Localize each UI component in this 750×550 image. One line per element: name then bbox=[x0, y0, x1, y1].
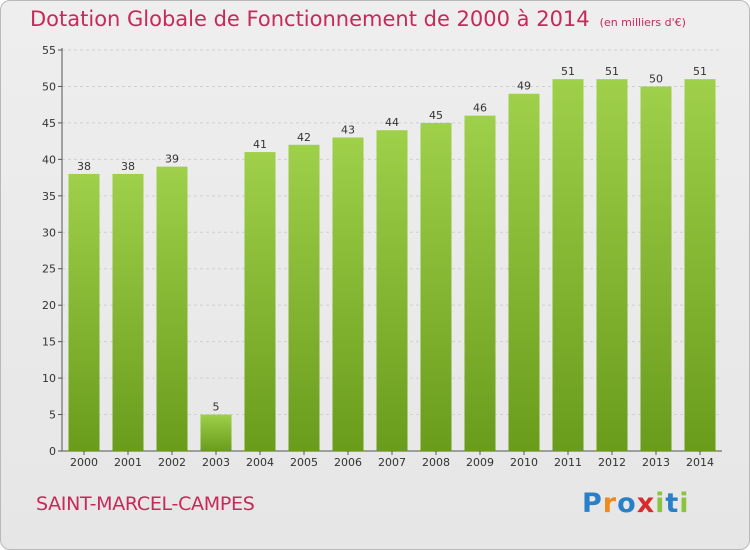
x-tick-label: 2002 bbox=[158, 456, 186, 469]
x-tick-label: 2013 bbox=[642, 456, 670, 469]
bar-value-label: 51 bbox=[561, 65, 575, 78]
y-tick-label: 30 bbox=[42, 226, 56, 239]
y-tick-label: 50 bbox=[42, 80, 56, 93]
x-tick-label: 2009 bbox=[466, 456, 494, 469]
logo-letter: i bbox=[679, 488, 690, 519]
y-tick-label: 45 bbox=[42, 117, 56, 130]
x-tick-label: 2007 bbox=[378, 456, 406, 469]
logo-letter: r bbox=[602, 488, 618, 519]
logo-letter: P bbox=[582, 488, 603, 519]
bar bbox=[640, 86, 672, 452]
bar-value-label: 39 bbox=[165, 153, 179, 166]
bar-value-label: 38 bbox=[77, 160, 91, 173]
x-tick-label: 2006 bbox=[334, 456, 362, 469]
bar bbox=[376, 130, 408, 451]
bar-value-label: 50 bbox=[649, 72, 663, 85]
logo-letter: o bbox=[617, 488, 637, 519]
bar-value-label: 51 bbox=[605, 65, 619, 78]
y-tick-label: 40 bbox=[42, 153, 56, 166]
x-tick-label: 2014 bbox=[686, 456, 714, 469]
x-tick-label: 2004 bbox=[246, 456, 274, 469]
unit-note: (en milliers d'€) bbox=[599, 16, 686, 29]
bar-value-label: 45 bbox=[429, 109, 443, 122]
logo-letter: t bbox=[665, 488, 680, 519]
x-tick-label: 2012 bbox=[598, 456, 626, 469]
bar-value-label: 38 bbox=[121, 160, 135, 173]
y-tick-label: 20 bbox=[42, 299, 56, 312]
bar-value-label: 42 bbox=[297, 131, 311, 144]
x-tick-label: 2011 bbox=[554, 456, 582, 469]
bar bbox=[552, 79, 584, 451]
y-tick-label: 55 bbox=[42, 44, 56, 57]
bar bbox=[420, 122, 452, 451]
bar bbox=[156, 166, 188, 451]
bar bbox=[244, 152, 276, 451]
bar bbox=[200, 414, 232, 451]
x-tick-label: 2010 bbox=[510, 456, 538, 469]
bar-value-label: 46 bbox=[473, 102, 487, 115]
bar bbox=[596, 79, 628, 451]
logo-letter: i bbox=[655, 488, 666, 519]
bar-value-label: 49 bbox=[517, 80, 531, 93]
y-tick-label: 0 bbox=[49, 445, 56, 458]
bar-value-label: 41 bbox=[253, 138, 267, 151]
x-tick-label: 2003 bbox=[202, 456, 230, 469]
chart-title-text: Dotation Globale de Fonctionnement de 20… bbox=[30, 7, 590, 31]
bar bbox=[332, 137, 364, 451]
chart-title: Dotation Globale de Fonctionnement de 20… bbox=[30, 7, 686, 31]
bar-value-label: 51 bbox=[693, 65, 707, 78]
logo-letter: x bbox=[636, 488, 656, 519]
bar bbox=[508, 93, 540, 451]
x-tick-label: 2000 bbox=[70, 456, 98, 469]
y-tick-label: 10 bbox=[42, 372, 56, 385]
bar bbox=[684, 79, 716, 451]
bar bbox=[288, 144, 320, 452]
x-tick-label: 2005 bbox=[290, 456, 318, 469]
x-tick-label: 2008 bbox=[422, 456, 450, 469]
bar bbox=[112, 173, 144, 452]
y-tick-label: 5 bbox=[49, 409, 56, 422]
bar-value-label: 43 bbox=[341, 123, 355, 136]
x-tick-label: 2001 bbox=[114, 456, 142, 469]
proxiti-logo[interactable]: Proxiti bbox=[582, 488, 690, 519]
bar-value-label: 44 bbox=[385, 116, 399, 129]
commune-name: SAINT-MARCEL-CAMPES bbox=[36, 493, 255, 515]
y-tick-label: 25 bbox=[42, 263, 56, 276]
y-tick-label: 15 bbox=[42, 336, 56, 349]
bar bbox=[464, 115, 496, 452]
y-tick-label: 35 bbox=[42, 190, 56, 203]
bar bbox=[68, 173, 100, 452]
bar-value-label: 5 bbox=[213, 401, 220, 414]
